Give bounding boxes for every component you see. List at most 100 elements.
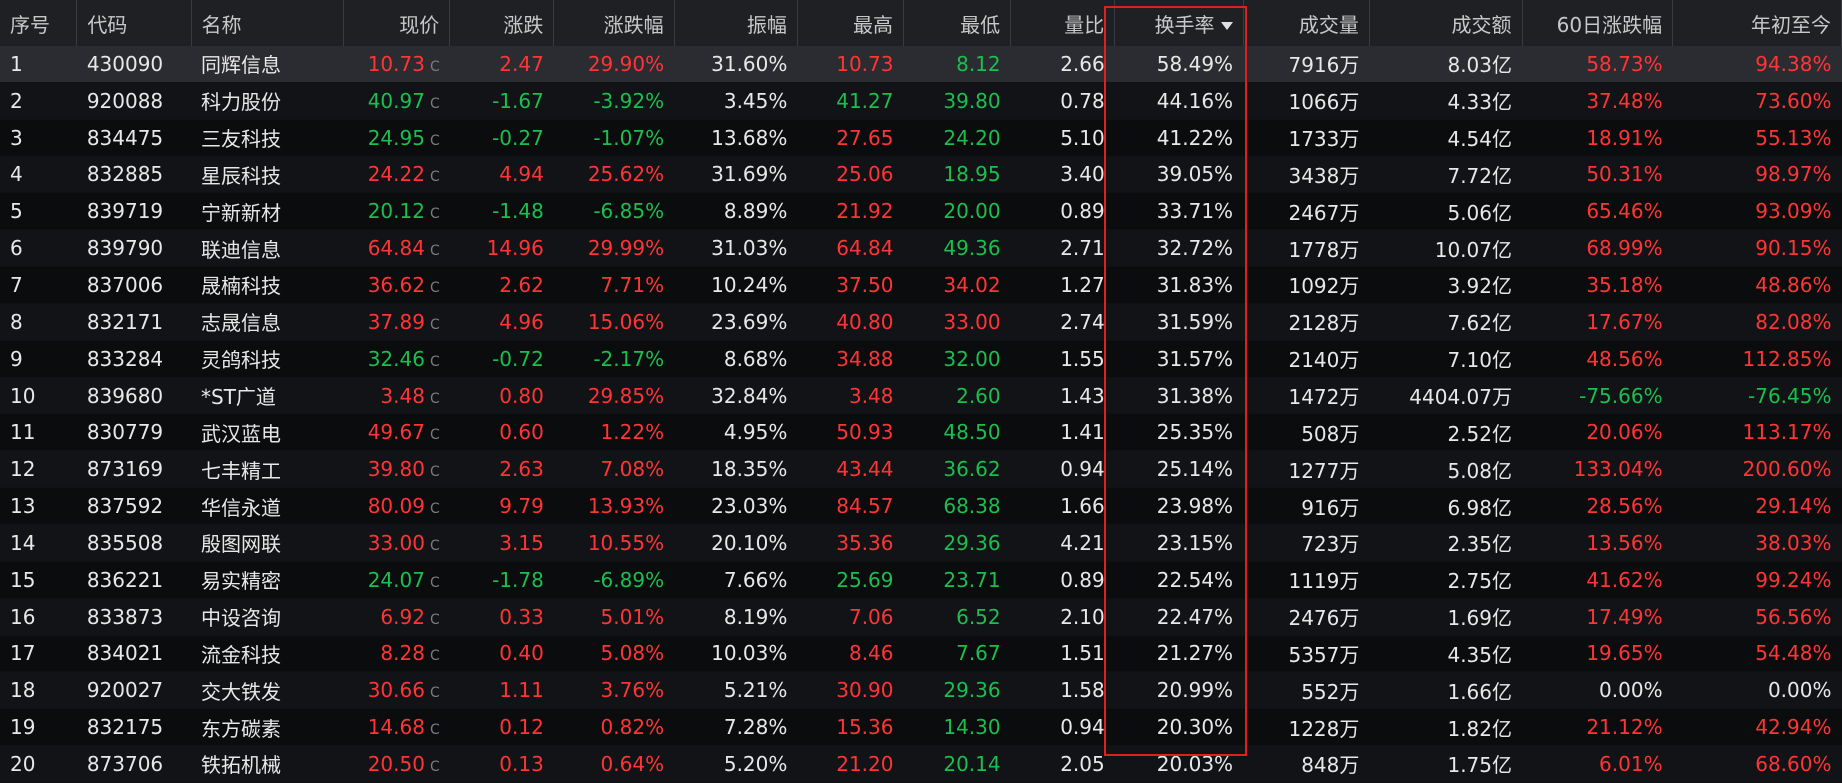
cell-volume-ratio-value: 3.40 xyxy=(1060,162,1105,187)
cell-price: 20.50 C xyxy=(343,745,450,783)
table-row[interactable]: 17 834021 流金科技 8.28 C 0.40 5.08% 10.03% 8.46 7.67… xyxy=(0,635,1842,673)
cell-amplitude-value: 31.03% xyxy=(711,236,788,261)
cell-ytd: 99.24% xyxy=(1672,561,1842,599)
cell-seq: 6 xyxy=(0,229,77,268)
table-row[interactable]: 20 873706 铁拓机械 20.50 C 0.13 0.64% 5.20% 21.20 20.… xyxy=(0,745,1842,783)
col-header-turnover[interactable]: 换手率 xyxy=(1114,0,1244,46)
cell-60d-change-value: 133.04% xyxy=(1573,457,1663,482)
cell-turnover: 20.03% xyxy=(1114,745,1244,783)
cell-name: 宁新新材 xyxy=(191,192,344,231)
cell-turnover-value: 20.99% xyxy=(1156,678,1234,703)
cell-amount: 4.33亿 xyxy=(1369,82,1522,120)
table-row[interactable]: 18 920027 交大铁发 30.66 C 1.11 3.76% 5.21% 30.90 29.… xyxy=(0,671,1842,710)
table-row[interactable]: 19 832175 东方碳素 14.68 C 0.12 0.82% 7.28% 15.36 14.… xyxy=(0,708,1842,747)
table-row[interactable]: 5 839719 宁新新材 20.12 C -1.48 -6.85% 8.89% 21.92 20… xyxy=(0,192,1842,231)
cell-amount-value: 1.75亿 xyxy=(1447,753,1512,778)
table-row[interactable]: 12 873169 七丰精工 39.80 C 2.63 7.08% 18.35% 43.44 36… xyxy=(0,450,1842,489)
cell-60d-change-value: 6.01% xyxy=(1599,751,1663,776)
table-row[interactable]: 11 830779 武汉蓝电 49.67 C 0.60 1.22% 4.95% 50.93 48.… xyxy=(0,413,1842,452)
cell-amount: 2.75亿 xyxy=(1369,561,1522,599)
table-row[interactable]: 14 835508 殷图网联 33.00 C 3.15 10.55% 20.10% 35.36 2… xyxy=(0,524,1842,562)
cell-ytd: 0.00% xyxy=(1672,671,1842,710)
cell-code-value: 873706 xyxy=(86,751,164,776)
col-header-high[interactable]: 最高 xyxy=(797,0,905,46)
cell-amplitude: 5.21% xyxy=(674,671,798,710)
price-c-marker: C xyxy=(429,95,440,112)
cell-code-value: 920088 xyxy=(86,88,164,113)
col-header-volume-ratio[interactable]: 量比 xyxy=(1010,0,1116,46)
table-row[interactable]: 7 837006 晟楠科技 36.62 C 2.62 7.71% 10.24% 37.50 34.… xyxy=(0,266,1842,304)
cell-name-value: 七丰精工 xyxy=(201,458,282,483)
cell-high: 15.36 xyxy=(797,708,904,747)
cell-turnover-value: 31.83% xyxy=(1156,272,1234,297)
cell-volume-ratio: 2.71 xyxy=(1010,229,1115,268)
col-header-code[interactable]: 代码 xyxy=(76,0,192,46)
price-c-marker: C xyxy=(429,169,440,186)
cell-seq: 1 xyxy=(0,46,77,83)
cell-price: 37.89 C xyxy=(343,303,450,341)
cell-change-pct: -6.89% xyxy=(553,561,675,599)
cell-price-value: 36.62 xyxy=(367,272,425,297)
cell-name-value: 同辉信息 xyxy=(201,53,282,78)
table-row[interactable]: 15 836221 易实精密 24.07 C -1.78 -6.89% 7.66% 25.69 2… xyxy=(0,561,1842,599)
col-header-amount[interactable]: 成交额 xyxy=(1369,0,1523,46)
cell-ytd: 68.60% xyxy=(1672,745,1842,783)
table-row[interactable]: 1 430090 同辉信息 10.73 C 2.47 29.90% 31.60% 10.73 8.… xyxy=(0,46,1842,83)
cell-high-value: 25.69 xyxy=(836,567,894,592)
col-header-60d-change[interactable]: 60日涨跌幅 xyxy=(1522,0,1674,46)
table-row[interactable]: 4 832885 星辰科技 24.22 C 4.94 25.62% 31.69% 25.06 18… xyxy=(0,156,1842,194)
cell-volume-ratio-value: 2.74 xyxy=(1060,309,1105,334)
cell-turnover-value: 41.22% xyxy=(1156,125,1234,150)
cell-high: 34.88 xyxy=(797,340,904,378)
col-header-ytd[interactable]: 年初至今 xyxy=(1672,0,1842,46)
table-row[interactable]: 3 834475 三友科技 24.95 C -0.27 -1.07% 13.68% 27.65 2… xyxy=(0,119,1842,157)
col-header-amplitude[interactable]: 振幅 xyxy=(674,0,798,46)
cell-high-value: 3.48 xyxy=(848,383,894,408)
col-header-name[interactable]: 名称 xyxy=(191,0,345,46)
cell-60d-change-value: 13.56% xyxy=(1586,530,1663,555)
table-row[interactable]: 8 832171 志晟信息 37.89 C 4.96 15.06% 23.69% 40.80 33… xyxy=(0,303,1842,341)
cell-change-value: 1.11 xyxy=(499,678,544,703)
cell-code: 839719 xyxy=(76,192,192,231)
cell-low: 8.12 xyxy=(903,46,1011,83)
cell-60d-change: 58.73% xyxy=(1522,46,1673,83)
cell-amount: 1.66亿 xyxy=(1369,671,1522,710)
cell-change-pct-value: 0.82% xyxy=(600,715,665,740)
cell-change-value: 3.15 xyxy=(499,530,544,555)
col-header-change[interactable]: 涨跌 xyxy=(449,0,555,46)
col-header-volume[interactable]: 成交量 xyxy=(1243,0,1370,46)
cell-change-pct: 29.99% xyxy=(553,229,675,268)
cell-60d-change-value: 28.56% xyxy=(1586,494,1663,519)
cell-turnover-value: 23.15% xyxy=(1156,530,1234,555)
cell-volume-value: 3438万 xyxy=(1288,163,1360,188)
cell-high: 64.84 xyxy=(797,229,904,268)
cell-change: 14.96 xyxy=(449,229,554,268)
cell-ytd-value: 0.00% xyxy=(1767,678,1832,703)
cell-high: 8.46 xyxy=(797,635,904,673)
table-row[interactable]: 6 839790 联迪信息 64.84 C 14.96 29.99% 31.03% 64.84 4… xyxy=(0,229,1842,268)
cell-amount: 5.06亿 xyxy=(1369,192,1522,231)
cell-price: 39.80 C xyxy=(343,450,450,489)
cell-seq-value: 5 xyxy=(10,199,23,224)
cell-60d-change-value: 35.18% xyxy=(1586,272,1663,297)
cell-low-value: 20.14 xyxy=(943,751,1001,776)
table-row[interactable]: 2 920088 科力股份 40.97 C -1.67 -3.92% 3.45% 41.27 39… xyxy=(0,82,1842,120)
col-header-price[interactable]: 现价 xyxy=(343,0,451,46)
col-header-change-pct[interactable]: 涨跌幅 xyxy=(553,0,675,46)
cell-seq-value: 2 xyxy=(10,88,23,113)
cell-change-pct-value: 29.99% xyxy=(587,236,665,261)
table-row[interactable]: 16 833873 中设咨询 6.92 C 0.33 5.01% 8.19% 7.06 6.52 2… xyxy=(0,598,1842,636)
cell-change-value: -1.78 xyxy=(492,567,544,592)
price-c-marker: C xyxy=(429,758,440,775)
table-row[interactable]: 10 839680 *ST广道 3.48 C 0.80 29.85% 32.84% 3.48 2.… xyxy=(0,377,1842,415)
table-row[interactable]: 9 833284 灵鸽科技 32.46 C -0.72 -2.17% 8.68% 34.88 32… xyxy=(0,340,1842,378)
cell-code: 834475 xyxy=(76,119,192,157)
col-header-seq[interactable]: 序号 xyxy=(0,0,78,46)
cell-volume-ratio-value: 1.66 xyxy=(1060,494,1105,519)
cell-volume: 2476万 xyxy=(1243,598,1370,636)
cell-change-pct-value: 13.93% xyxy=(587,494,665,519)
cell-volume-ratio-value: 0.94 xyxy=(1060,457,1105,482)
col-header-low[interactable]: 最低 xyxy=(903,0,1012,46)
table-row[interactable]: 13 837592 华信永道 80.09 C 9.79 13.93% 23.03% 84.57 6… xyxy=(0,487,1842,525)
